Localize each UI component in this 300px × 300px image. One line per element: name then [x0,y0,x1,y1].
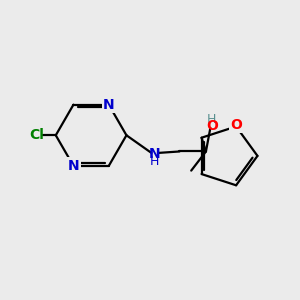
Text: N: N [148,147,160,161]
Text: H: H [207,112,217,126]
Text: N: N [68,159,79,173]
Text: H: H [150,155,159,168]
Text: O: O [206,119,218,133]
Text: N: N [103,98,115,112]
Text: Cl: Cl [29,128,44,142]
Text: O: O [230,118,242,132]
